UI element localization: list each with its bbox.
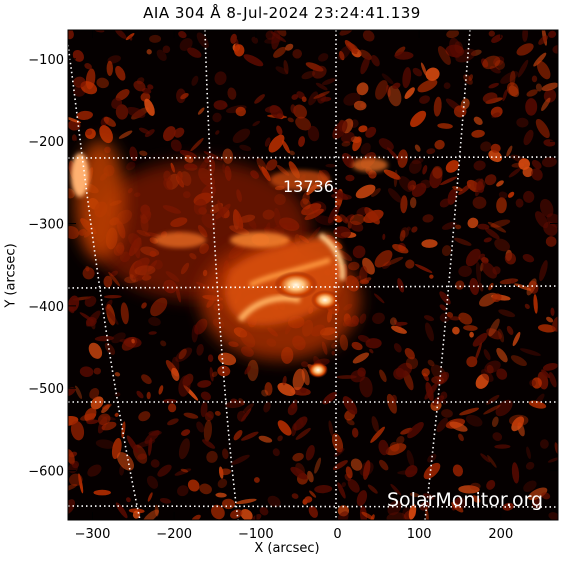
axis-ticks: −300 −200 −100 0 100 200 −100 −200 −300 −400 −500 −…: [28, 30, 558, 542]
plot-frame: [67, 29, 559, 521]
aia-304-image: [68, 30, 558, 520]
x-tick-label: −200: [156, 527, 192, 542]
y-tick-label: −500: [28, 382, 64, 397]
x-tick-label: −300: [75, 527, 111, 542]
heliographic-grid: [68, 30, 558, 520]
y-tick-label: −300: [28, 218, 64, 233]
active-region-label: 13736: [283, 177, 334, 196]
x-tick-label: −100: [238, 527, 274, 542]
y-tick-label: −100: [28, 53, 64, 68]
credit-watermark: SolarMonitor.org: [387, 489, 544, 511]
title: AIA 304 Å 8-Jul-2024 23:24:41.139: [143, 4, 421, 22]
active-region-13736: [71, 140, 388, 378]
y-axis-label: Y (arcsec): [3, 243, 19, 308]
y-tick-label: −600: [28, 465, 64, 480]
x-tick-label: 100: [407, 527, 432, 542]
y-tick-label: −400: [28, 300, 64, 315]
x-tick-label: 200: [488, 527, 513, 542]
x-tick-label: 0: [333, 527, 341, 542]
x-axis-label: X (arcsec): [254, 541, 320, 556]
chromospheric-network: [68, 30, 558, 520]
y-tick-label: −200: [28, 135, 64, 150]
